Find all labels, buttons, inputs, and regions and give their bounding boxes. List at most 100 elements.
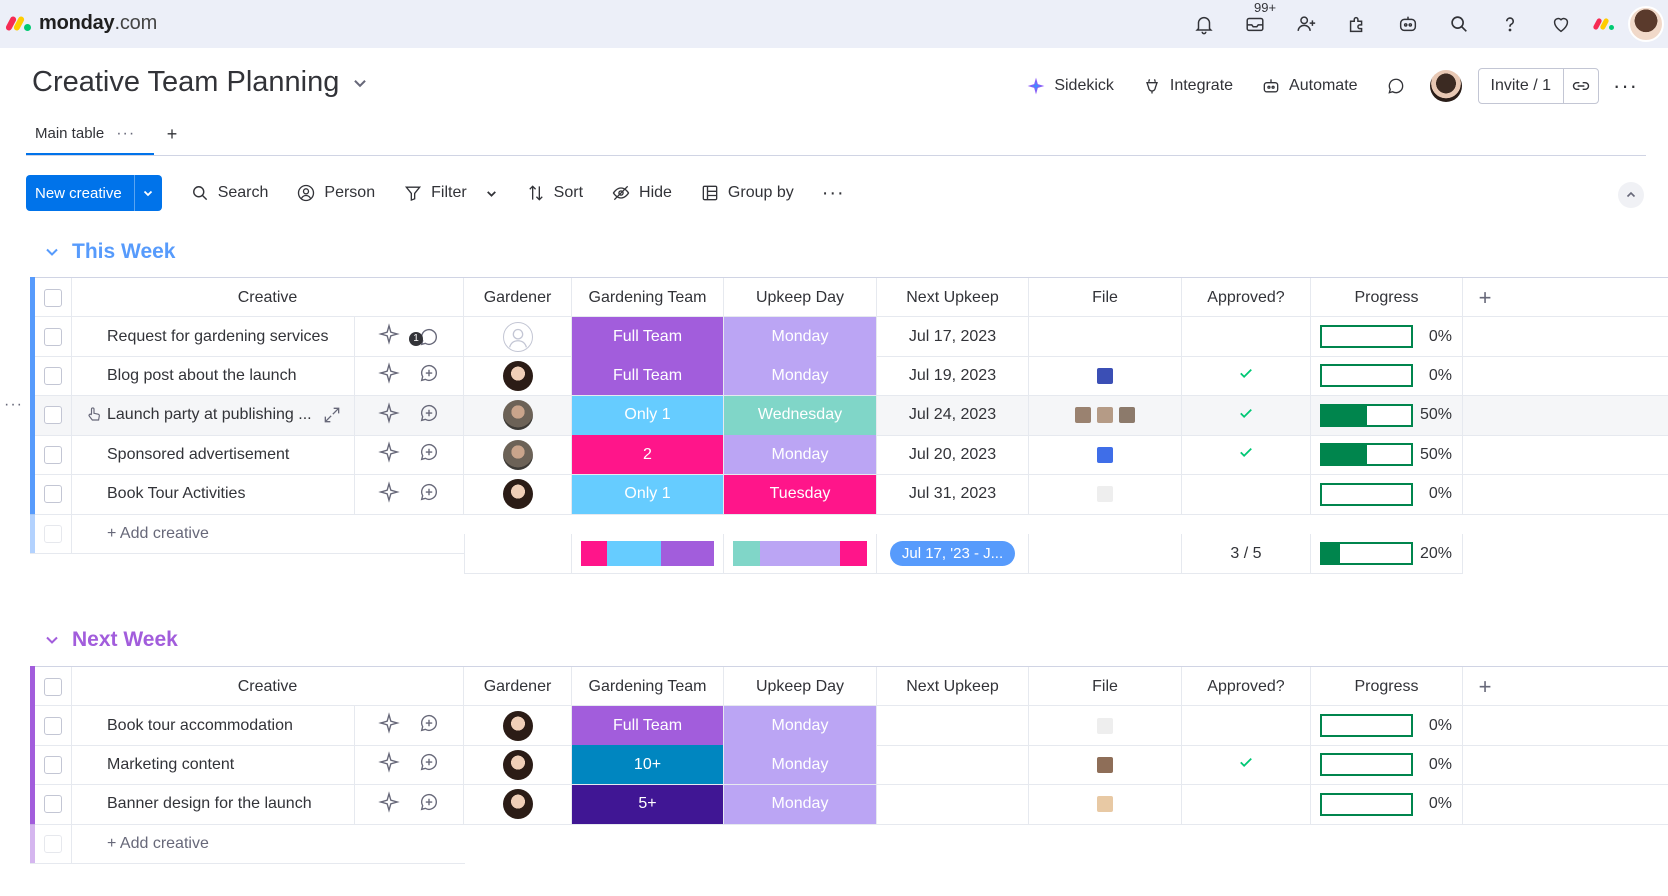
summary-day-distribution[interactable] xyxy=(724,534,877,574)
upkeep-day-cell[interactable]: Monday xyxy=(724,784,877,824)
next-upkeep-cell[interactable]: Jul 31, 2023 xyxy=(877,474,1029,514)
item-name[interactable]: Marketing content xyxy=(107,755,235,773)
column-header-file[interactable]: File xyxy=(1029,667,1182,706)
board-owner-avatar[interactable] xyxy=(1429,70,1462,102)
sparkle-icon[interactable] xyxy=(378,323,400,350)
day-status-label[interactable]: Wednesday xyxy=(724,395,876,435)
team-status-label[interactable]: Full Team xyxy=(572,317,723,356)
item-name[interactable]: Sponsored advertisement xyxy=(107,445,290,463)
board-title[interactable]: Creative Team Planning xyxy=(32,66,369,99)
updates-icon[interactable]: 1 xyxy=(409,326,440,348)
row-select-cell[interactable] xyxy=(35,435,72,475)
row-checkbox[interactable] xyxy=(44,445,62,464)
toolbar-more-icon[interactable]: ··· xyxy=(821,181,845,204)
sparkle-icon[interactable] xyxy=(378,751,400,778)
new-item-dropdown[interactable] xyxy=(133,175,162,211)
item-name[interactable]: Book Tour Activities xyxy=(107,485,246,503)
row-select-cell[interactable] xyxy=(35,706,72,745)
upkeep-day-cell[interactable]: Monday xyxy=(724,356,877,396)
team-status-label[interactable]: Only 1 xyxy=(572,395,723,435)
gardener-cell[interactable] xyxy=(464,784,572,824)
row-checkbox[interactable] xyxy=(44,716,62,735)
file-thumbnail[interactable] xyxy=(1097,367,1113,384)
sort-button[interactable]: Sort xyxy=(512,175,597,211)
day-status-label[interactable]: Monday xyxy=(724,745,876,785)
team-status-label[interactable]: Full Team xyxy=(572,356,723,396)
gardening-team-cell[interactable]: Full Team xyxy=(572,706,724,745)
approved-cell[interactable] xyxy=(1182,784,1311,824)
gardening-team-cell[interactable]: 10+ xyxy=(572,745,724,785)
row-checkbox[interactable] xyxy=(44,485,62,504)
column-header-creative[interactable]: Creative xyxy=(72,667,464,706)
row-select-cell[interactable] xyxy=(35,745,72,785)
table-row[interactable]: Sponsored advertisement 2 Monday Jul 20,… xyxy=(30,434,1668,476)
item-name-cell[interactable]: Launch party at publishing ... xyxy=(72,395,355,435)
table-row[interactable]: Book Tour Activities Only 1 Tuesday Jul … xyxy=(30,473,1668,515)
approved-cell[interactable] xyxy=(1182,706,1311,745)
upkeep-day-cell[interactable]: Monday xyxy=(724,435,877,475)
user-avatar[interactable] xyxy=(1628,6,1664,42)
empty-person-icon[interactable] xyxy=(502,321,533,352)
invite-member-icon[interactable] xyxy=(1280,6,1331,42)
team-status-label[interactable]: 10+ xyxy=(572,745,723,785)
row-select-cell[interactable] xyxy=(35,474,72,514)
file-cell[interactable] xyxy=(1029,356,1182,396)
add-update-icon[interactable] xyxy=(418,402,440,429)
add-update-icon[interactable] xyxy=(418,751,440,778)
search-icon[interactable] xyxy=(1433,6,1484,42)
group-header-next-week[interactable]: Next Week xyxy=(44,628,178,652)
column-header-upkeep-day[interactable]: Upkeep Day xyxy=(724,278,877,317)
table-row[interactable]: Banner design for the launch 5+ Monday 0… xyxy=(30,783,1668,825)
add-item-row[interactable]: + Add creative xyxy=(30,513,465,554)
upkeep-day-cell[interactable]: Wednesday xyxy=(724,395,877,435)
file-thumbnail[interactable] xyxy=(1097,446,1113,463)
sparkle-icon[interactable] xyxy=(378,712,400,739)
day-status-label[interactable]: Monday xyxy=(724,317,876,356)
day-status-label[interactable]: Tuesday xyxy=(724,474,876,514)
select-all-cell[interactable] xyxy=(35,667,72,706)
item-name-cell[interactable]: Banner design for the launch xyxy=(72,784,355,824)
new-item-button[interactable]: New creative xyxy=(26,175,162,211)
add-view-button[interactable]: + xyxy=(166,124,178,144)
row-checkbox[interactable] xyxy=(44,795,62,814)
day-status-label[interactable]: Monday xyxy=(724,356,876,396)
drag-handle-icon[interactable] xyxy=(84,405,104,430)
day-status-label[interactable]: Monday xyxy=(724,784,876,824)
gardener-avatar[interactable] xyxy=(502,360,533,391)
expand-item-icon[interactable] xyxy=(322,405,342,430)
file-thumbnail[interactable] xyxy=(1075,407,1091,424)
file-cell[interactable] xyxy=(1029,435,1182,475)
team-status-label[interactable]: 2 xyxy=(572,435,723,475)
row-checkbox[interactable] xyxy=(44,406,62,425)
item-name-cell[interactable]: Sponsored advertisement xyxy=(72,435,355,475)
column-header-creative[interactable]: Creative xyxy=(72,278,464,317)
file-thumbnail[interactable] xyxy=(1097,486,1113,503)
column-header-gardening-team[interactable]: Gardening Team xyxy=(572,667,724,706)
approved-cell[interactable] xyxy=(1182,745,1311,785)
gardener-avatar[interactable] xyxy=(502,710,533,741)
file-thumbnail[interactable] xyxy=(1119,407,1135,424)
gardening-team-cell[interactable]: Full Team xyxy=(572,317,724,356)
next-upkeep-cell[interactable] xyxy=(877,745,1029,785)
next-upkeep-cell[interactable]: Jul 24, 2023 xyxy=(877,395,1029,435)
approved-cell[interactable] xyxy=(1182,356,1311,396)
gardener-cell[interactable] xyxy=(464,395,572,435)
day-status-label[interactable]: Monday xyxy=(724,706,876,745)
ai-assistant-icon[interactable] xyxy=(1382,6,1433,42)
collapse-header-button[interactable] xyxy=(1618,182,1644,208)
table-row[interactable]: Launch party at publishing ... Only 1 We… xyxy=(30,394,1668,436)
file-cell[interactable] xyxy=(1029,474,1182,514)
help-icon[interactable] xyxy=(1484,6,1535,42)
hide-button[interactable]: Hide xyxy=(597,175,686,211)
invite-button[interactable]: Invite / 1 xyxy=(1479,69,1565,103)
column-header-approved[interactable]: Approved? xyxy=(1182,278,1311,317)
file-cell[interactable] xyxy=(1029,395,1182,435)
person-filter-button[interactable]: Person xyxy=(282,175,389,211)
board-more-icon[interactable]: ··· xyxy=(1613,73,1638,98)
column-header-upkeep-day[interactable]: Upkeep Day xyxy=(724,667,877,706)
gardening-team-cell[interactable]: 2 xyxy=(572,435,724,475)
tab-options-icon[interactable]: ··· xyxy=(116,124,136,142)
team-status-label[interactable]: 5+ xyxy=(572,784,723,824)
add-column-button[interactable]: + xyxy=(1463,278,1507,317)
column-header-gardener[interactable]: Gardener xyxy=(464,278,572,317)
